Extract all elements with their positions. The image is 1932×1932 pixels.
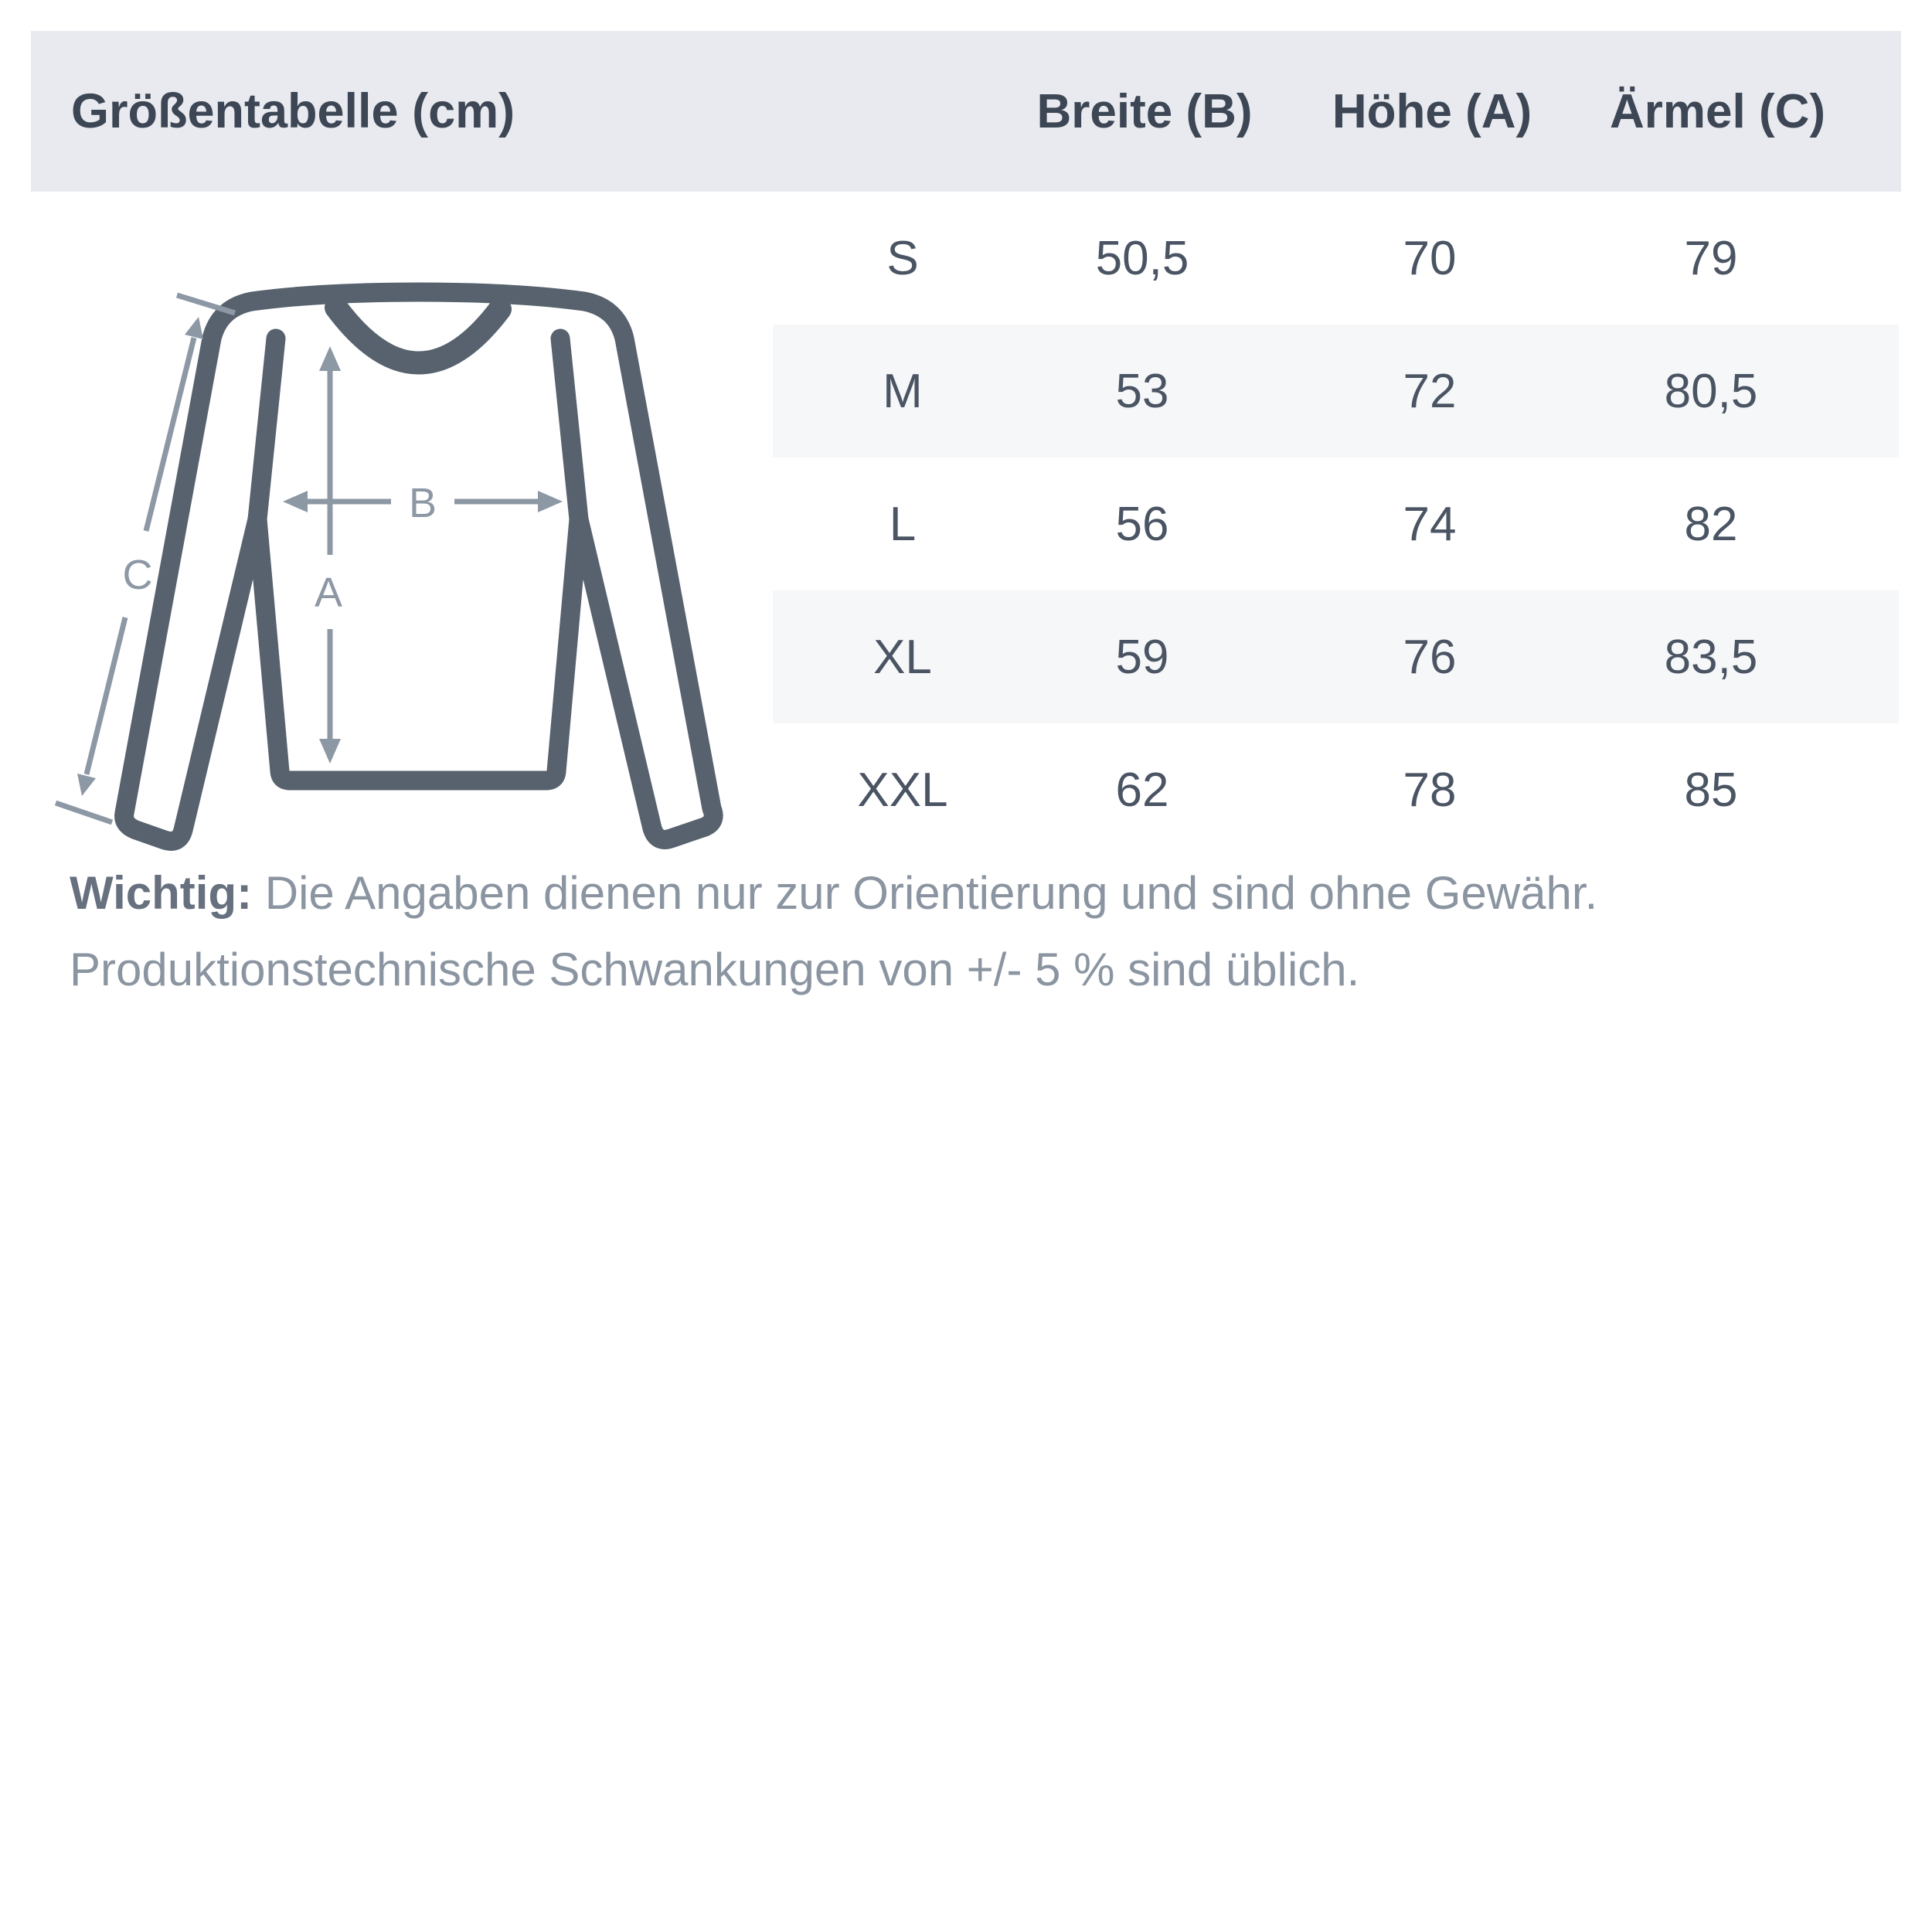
- sweater-silhouette: [114, 282, 723, 851]
- disclaimer-line1: Die Angaben dienen nur zur Orientierung …: [252, 867, 1598, 919]
- table-header-bar: Größentabelle (cm) Breite (B) Höhe (A) Ä…: [31, 31, 1901, 192]
- header-col-aermel: Ärmel (C): [1610, 84, 1826, 138]
- cell-size: XL: [873, 630, 932, 684]
- garment-measurement-diagram: A B C: [54, 282, 723, 851]
- cell-size: M: [883, 364, 923, 418]
- cell-hoehe: 74: [1403, 497, 1457, 551]
- arrowhead-b-left: [283, 491, 308, 512]
- header-col-breite: Breite (B): [1036, 84, 1253, 138]
- cell-aermel: 79: [1684, 231, 1738, 285]
- disclaimer-line2: Produktionstechnische Schwankungen von +…: [70, 944, 1360, 995]
- cell-aermel: 80,5: [1664, 364, 1758, 418]
- table-row: M 53 72 80,5: [773, 325, 1899, 457]
- header-col-hoehe: Höhe (A): [1332, 84, 1532, 138]
- arrowhead-c-up: [185, 317, 203, 339]
- measurement-arrows: [54, 292, 563, 825]
- collar-arc: [325, 296, 512, 375]
- disclaimer-prefix: Wichtig:: [70, 867, 253, 919]
- measurement-labels: A B C: [123, 480, 437, 616]
- cell-breite: 53: [1115, 364, 1169, 418]
- cell-aermel: 83,5: [1664, 630, 1758, 684]
- arrowhead-b-right: [538, 491, 563, 512]
- cell-aermel: 82: [1684, 497, 1738, 551]
- arrowhead-a-up: [319, 346, 341, 371]
- cell-aermel: 85: [1684, 763, 1738, 817]
- cell-hoehe: 76: [1403, 630, 1457, 684]
- extent-tick-bottom: [54, 800, 114, 825]
- extent-tick-top: [175, 292, 236, 316]
- size-table-title: Größentabelle (cm): [71, 84, 515, 138]
- label-b: B: [409, 480, 437, 526]
- label-c: C: [123, 552, 153, 598]
- arrowhead-a-down: [319, 739, 341, 764]
- disclaimer-note: Wichtig: Die Angaben dienen nur zur Orie…: [70, 855, 1870, 1008]
- cell-breite: 62: [1115, 763, 1169, 817]
- cell-hoehe: 72: [1403, 364, 1457, 418]
- body-side-seams: [247, 328, 589, 529]
- cell-size: XXL: [857, 763, 948, 817]
- arrowhead-c-down: [77, 774, 96, 796]
- arrow-c-sleeve: [54, 292, 236, 825]
- sweater-outline-icon: [114, 282, 723, 851]
- table-row: L 56 74 82: [773, 457, 1899, 590]
- table-row: XL 59 76 83,5: [773, 590, 1899, 723]
- cell-breite: 50,5: [1095, 231, 1189, 285]
- cell-size: S: [886, 231, 919, 285]
- arrow-b-width: [283, 491, 563, 512]
- size-table: S 50,5 70 79 M 53 72 80,5 L 56 74 82 XL …: [773, 192, 1899, 856]
- cell-hoehe: 70: [1403, 231, 1457, 285]
- table-row: XXL 62 78 85: [773, 723, 1899, 856]
- cell-breite: 59: [1115, 630, 1169, 684]
- arrow-a-height: [319, 346, 341, 764]
- cell-breite: 56: [1115, 497, 1169, 551]
- cell-hoehe: 78: [1403, 763, 1457, 817]
- header-col-size: [775, 84, 1035, 139]
- table-row: S 50,5 70 79: [773, 192, 1899, 325]
- cell-size: L: [889, 497, 917, 551]
- label-a: A: [315, 570, 342, 616]
- table-column-headers: Breite (B) Höhe (A) Ärmel (C): [775, 84, 1901, 139]
